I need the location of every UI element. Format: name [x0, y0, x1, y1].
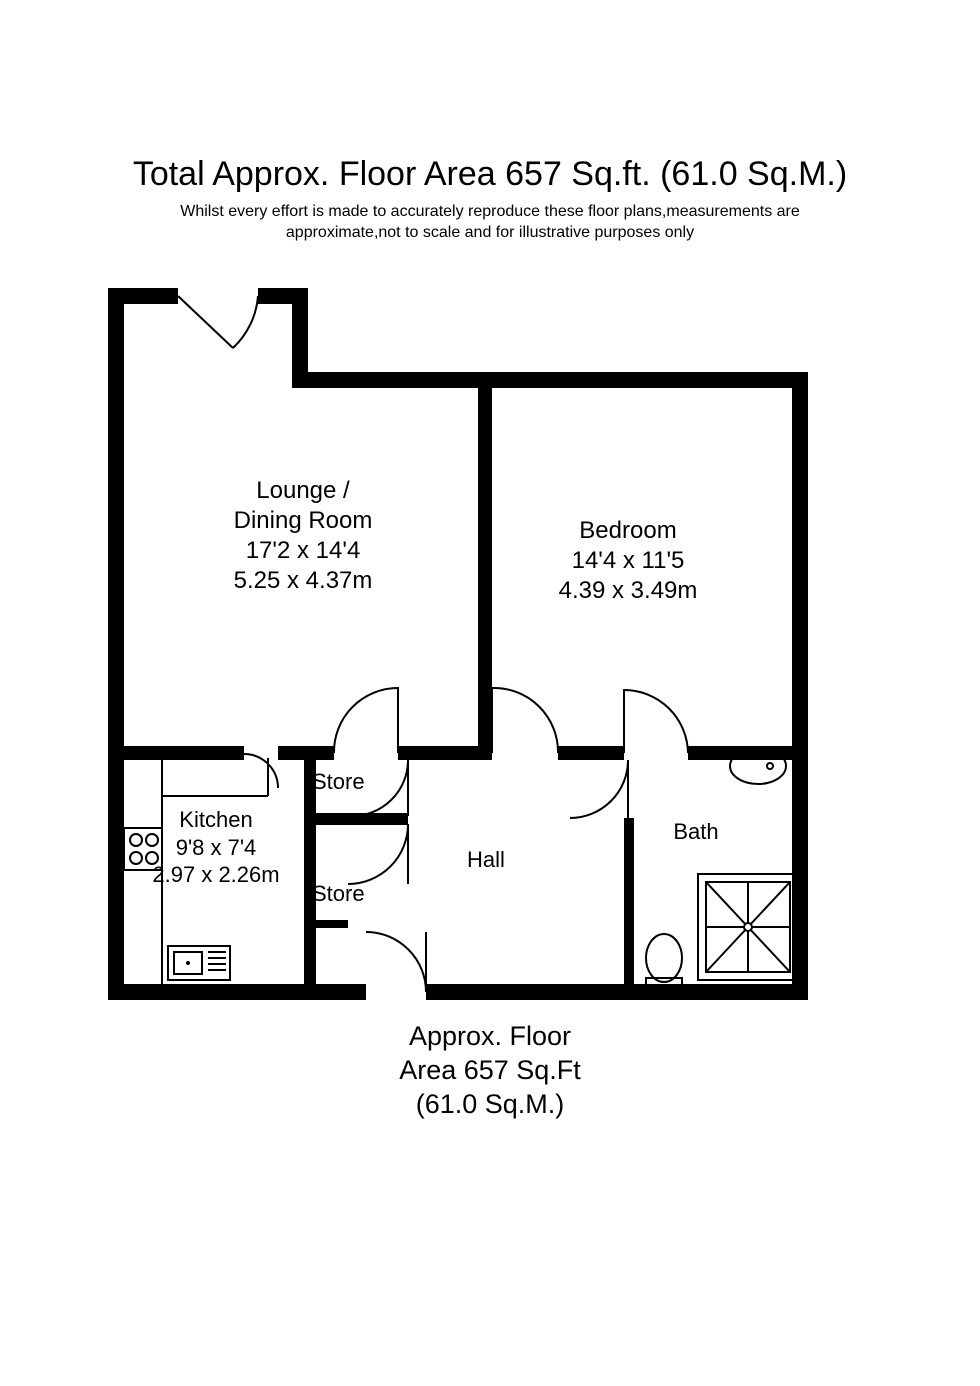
bath-label: Bath: [656, 818, 736, 846]
footer-line3: (61.0 Sq.M.): [416, 1089, 565, 1119]
footer-line2: Area 657 Sq.Ft: [399, 1055, 581, 1085]
footer-line1: Approx. Floor: [409, 1021, 571, 1051]
hall-name: Hall: [467, 847, 505, 872]
lounge-dim-ft: 17'2 x 14'4: [246, 537, 361, 564]
store2-name: Store: [312, 881, 365, 906]
store1-name: Store: [312, 769, 365, 794]
kitchen-dim-m: 2.97 x 2.26m: [152, 862, 279, 887]
floor-plan-svg: [108, 288, 808, 1000]
store1-label: Store: [312, 768, 382, 796]
kitchen-label: Kitchen 9'8 x 7'4 2.97 x 2.26m: [136, 806, 296, 889]
store2-label: Store: [312, 880, 382, 908]
kitchen-name: Kitchen: [179, 807, 252, 832]
bedroom-label: Bedroom 14'4 x 11'5 4.39 x 3.49m: [518, 516, 738, 606]
bedroom-name: Bedroom: [579, 517, 676, 544]
kitchen-dim-ft: 9'8 x 7'4: [176, 835, 257, 860]
bedroom-dim-ft: 14'4 x 11'5: [572, 547, 685, 574]
hall-label: Hall: [446, 846, 526, 874]
lounge-dim-m: 5.25 x 4.37m: [234, 567, 373, 594]
bedroom-dim-m: 4.39 x 3.49m: [559, 577, 698, 604]
lounge-name1: Lounge /: [256, 477, 349, 504]
floor-plan-diagram: Lounge / Dining Room 17'2 x 14'4 5.25 x …: [108, 288, 808, 1000]
footer-area-text: Approx. Floor Area 657 Sq.Ft (61.0 Sq.M.…: [0, 1020, 980, 1121]
lounge-label: Lounge / Dining Room 17'2 x 14'4 5.25 x …: [188, 476, 418, 596]
page-title: Total Approx. Floor Area 657 Sq.ft. (61.…: [0, 155, 980, 194]
lounge-name2: Dining Room: [234, 507, 373, 534]
disclaimer-text: Whilst every effort is made to accuratel…: [140, 202, 840, 244]
bath-name: Bath: [673, 819, 718, 844]
